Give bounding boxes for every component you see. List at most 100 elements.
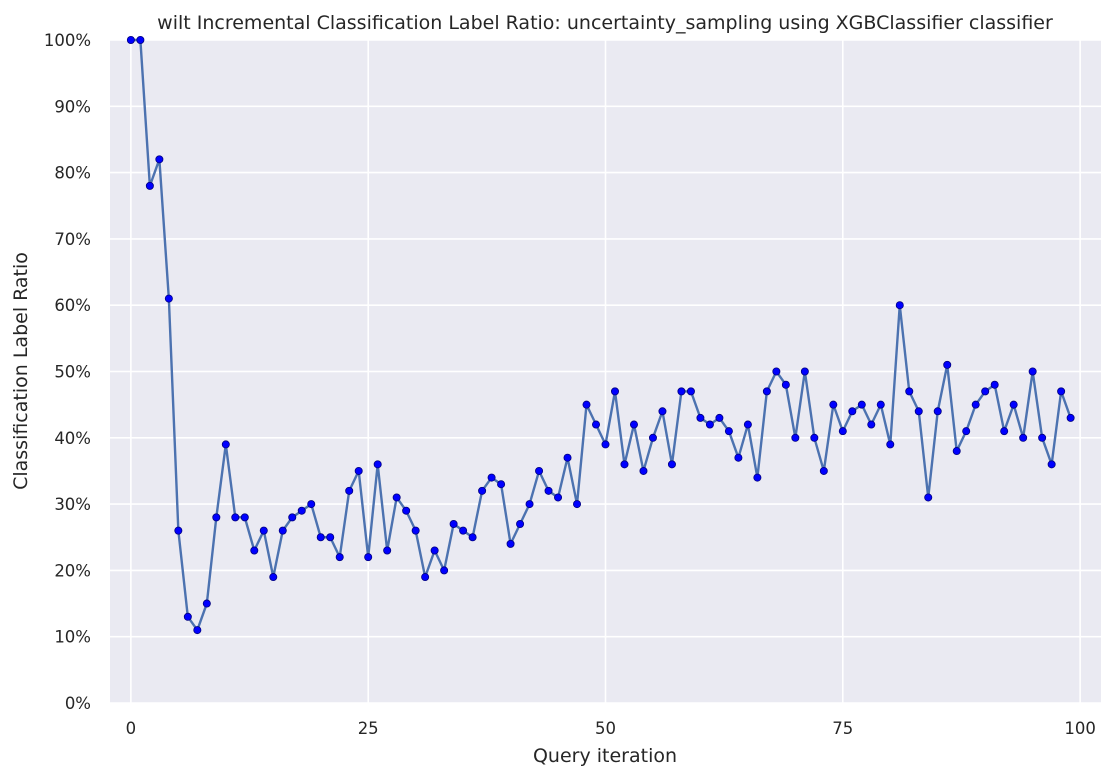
x-axis-label: Query iteration [533,745,677,767]
data-point [781,380,790,389]
marker-layer [126,36,1075,635]
data-point [1000,427,1009,436]
y-tick-label: 10% [54,628,91,647]
series-layer [130,38,1072,632]
data-point [1066,413,1075,422]
data-point [658,407,667,416]
data-point [269,573,278,582]
data-point [478,486,487,495]
x-tick-label: 25 [358,719,379,738]
data-point [383,546,392,555]
data-point [914,407,923,416]
x-tick-label: 100 [1064,719,1096,738]
data-point [345,486,354,495]
data-point [497,480,506,489]
data-point [601,440,610,449]
data-point [829,400,838,409]
data-point [402,506,411,515]
data-point [743,420,752,429]
data-point [800,367,809,376]
data-point [990,380,999,389]
y-axis-label: Classification Label Ratio [10,252,32,490]
data-point [1028,367,1037,376]
data-point [202,599,211,608]
y-tick-label: 0% [65,694,91,713]
data-point [373,460,382,469]
data-point [810,433,819,442]
data-point [354,466,363,475]
y-tick-label: 20% [54,561,91,580]
data-point [364,553,373,562]
data-point [126,36,135,45]
data-point [164,294,173,303]
data-point [411,526,420,535]
data-point [1057,387,1066,396]
data-point [1019,433,1028,442]
data-point [259,526,268,535]
data-point [1038,433,1047,442]
data-point [1047,460,1056,469]
data-point [240,513,249,522]
data-point [753,473,762,482]
y-tick-label: 80% [54,164,91,183]
data-point [819,466,828,475]
data-point [686,387,695,396]
data-point [629,420,638,429]
data-point [592,420,601,429]
data-point [886,440,895,449]
data-point [696,413,705,422]
data-point [715,413,724,422]
data-point [867,420,876,429]
data-point [582,400,591,409]
data-point [421,573,430,582]
data-point [449,519,458,528]
data-point [943,360,952,369]
data-point [440,566,449,575]
y-axis-ticks: 0% 10% 20% 30% 40% 50% 60% 70% 80% 90% 100% [44,31,91,713]
data-point [430,546,439,555]
data-point [933,407,942,416]
data-point [905,387,914,396]
data-point [316,533,325,542]
data-point [563,453,572,462]
y-tick-label: 60% [54,296,91,315]
data-point [705,420,714,429]
data-point [544,486,553,495]
data-point [535,466,544,475]
data-point [554,493,563,502]
data-point [174,526,183,535]
data-point [971,400,980,409]
data-point [335,553,344,562]
data-point [392,493,401,502]
x-tick-label: 0 [126,719,137,738]
data-point [952,447,961,456]
data-point [620,460,629,469]
data-point [183,612,192,621]
data-point [677,387,686,396]
y-tick-label: 90% [54,97,91,116]
y-tick-label: 70% [54,230,91,249]
data-point [838,427,847,436]
data-point [573,500,582,509]
chart-title: wilt Incremental Classification Label Ra… [157,12,1053,34]
data-point [155,155,164,164]
data-point [962,427,971,436]
x-axis-ticks: 0 25 50 75 100 [126,719,1096,738]
data-point [848,407,857,416]
data-point [639,466,648,475]
data-point [459,526,468,535]
data-point [610,387,619,396]
data-point [981,387,990,396]
data-point [724,427,733,436]
x-tick-label: 75 [832,719,853,738]
x-tick-label: 50 [595,719,616,738]
data-point [857,400,866,409]
data-point [516,519,525,528]
data-point [1009,400,1018,409]
data-point [734,453,743,462]
data-point [772,367,781,376]
data-point [231,513,240,522]
y-tick-label: 50% [54,363,91,382]
series-line [130,38,1072,632]
